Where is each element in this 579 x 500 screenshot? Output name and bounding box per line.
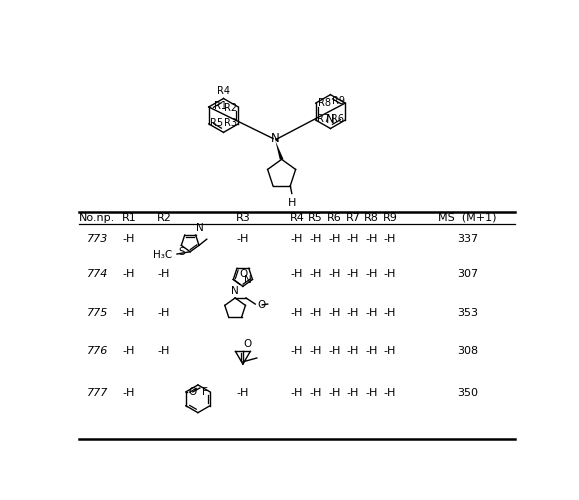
Text: -H: -H [291,346,303,356]
Text: R7: R7 [317,114,331,124]
Text: 777: 777 [86,388,108,398]
Text: 337: 337 [457,234,478,243]
Text: -H: -H [328,234,340,243]
Text: N: N [196,224,204,234]
Text: -H: -H [328,269,340,279]
Text: S: S [178,247,185,257]
Text: -H: -H [310,308,322,318]
Text: R3: R3 [223,118,237,128]
Text: 775: 775 [86,308,108,318]
Text: -H: -H [123,269,135,279]
Text: 774: 774 [86,269,108,279]
Text: 308: 308 [457,346,478,356]
Text: R2: R2 [156,213,171,223]
Text: R1: R1 [214,101,227,111]
Text: 776: 776 [86,346,108,356]
Text: R7: R7 [346,213,360,223]
Text: R8: R8 [318,98,331,108]
Text: N: N [244,275,251,285]
Text: R8: R8 [364,213,379,223]
Text: N: N [271,132,280,145]
Text: R4: R4 [217,86,230,96]
Text: -H: -H [347,346,359,356]
Text: R5: R5 [210,118,223,128]
Text: -H: -H [123,388,135,398]
Text: -H: -H [157,346,170,356]
Text: -H: -H [291,269,303,279]
Text: -H: -H [384,269,396,279]
Text: 353: 353 [457,308,478,318]
Text: -H: -H [237,234,249,243]
Text: O: O [240,269,248,279]
Text: -H: -H [310,269,322,279]
Text: -H: -H [347,308,359,318]
Text: -H: -H [310,346,322,356]
Text: -H: -H [123,234,135,243]
Text: -H: -H [291,388,303,398]
Text: N: N [326,113,335,126]
Text: -H: -H [291,234,303,243]
Text: R6: R6 [327,213,342,223]
Text: R6: R6 [331,114,344,124]
Text: -H: -H [365,269,378,279]
Text: No.np.: No.np. [79,213,115,223]
Text: -H: -H [384,388,396,398]
Text: R9: R9 [383,213,398,223]
Text: -H: -H [310,388,322,398]
Text: MS  (M+1): MS (M+1) [438,213,497,223]
Text: O: O [244,339,252,349]
Text: -H: -H [347,388,359,398]
Text: H: H [288,198,296,208]
Text: -H: -H [365,308,378,318]
Text: R1: R1 [122,213,136,223]
Text: -H: -H [347,234,359,243]
Text: H₃C: H₃C [153,250,173,260]
Text: -H: -H [365,388,378,398]
Text: F: F [202,387,208,397]
Text: -H: -H [328,308,340,318]
Text: -H: -H [157,269,170,279]
Text: -H: -H [365,234,378,243]
Text: -H: -H [328,346,340,356]
Text: -H: -H [328,388,340,398]
Text: -H: -H [384,346,396,356]
Text: -H: -H [347,269,359,279]
Text: R2: R2 [223,102,237,113]
Text: -H: -H [365,346,378,356]
Text: -H: -H [384,308,396,318]
Text: -H: -H [123,346,135,356]
Text: R3: R3 [236,213,250,223]
Text: O: O [188,387,196,397]
Text: -H: -H [384,234,396,243]
Text: -H: -H [237,388,249,398]
Text: R9: R9 [332,96,345,106]
Polygon shape [276,141,284,160]
Text: R5: R5 [309,213,323,223]
Text: 307: 307 [457,269,478,279]
Text: 773: 773 [86,234,108,243]
Text: R4: R4 [290,213,305,223]
Text: -H: -H [123,308,135,318]
Text: -H: -H [157,308,170,318]
Text: N: N [231,286,239,296]
Text: -H: -H [310,234,322,243]
Text: -H: -H [291,308,303,318]
Text: O: O [258,300,266,310]
Text: 350: 350 [457,388,478,398]
